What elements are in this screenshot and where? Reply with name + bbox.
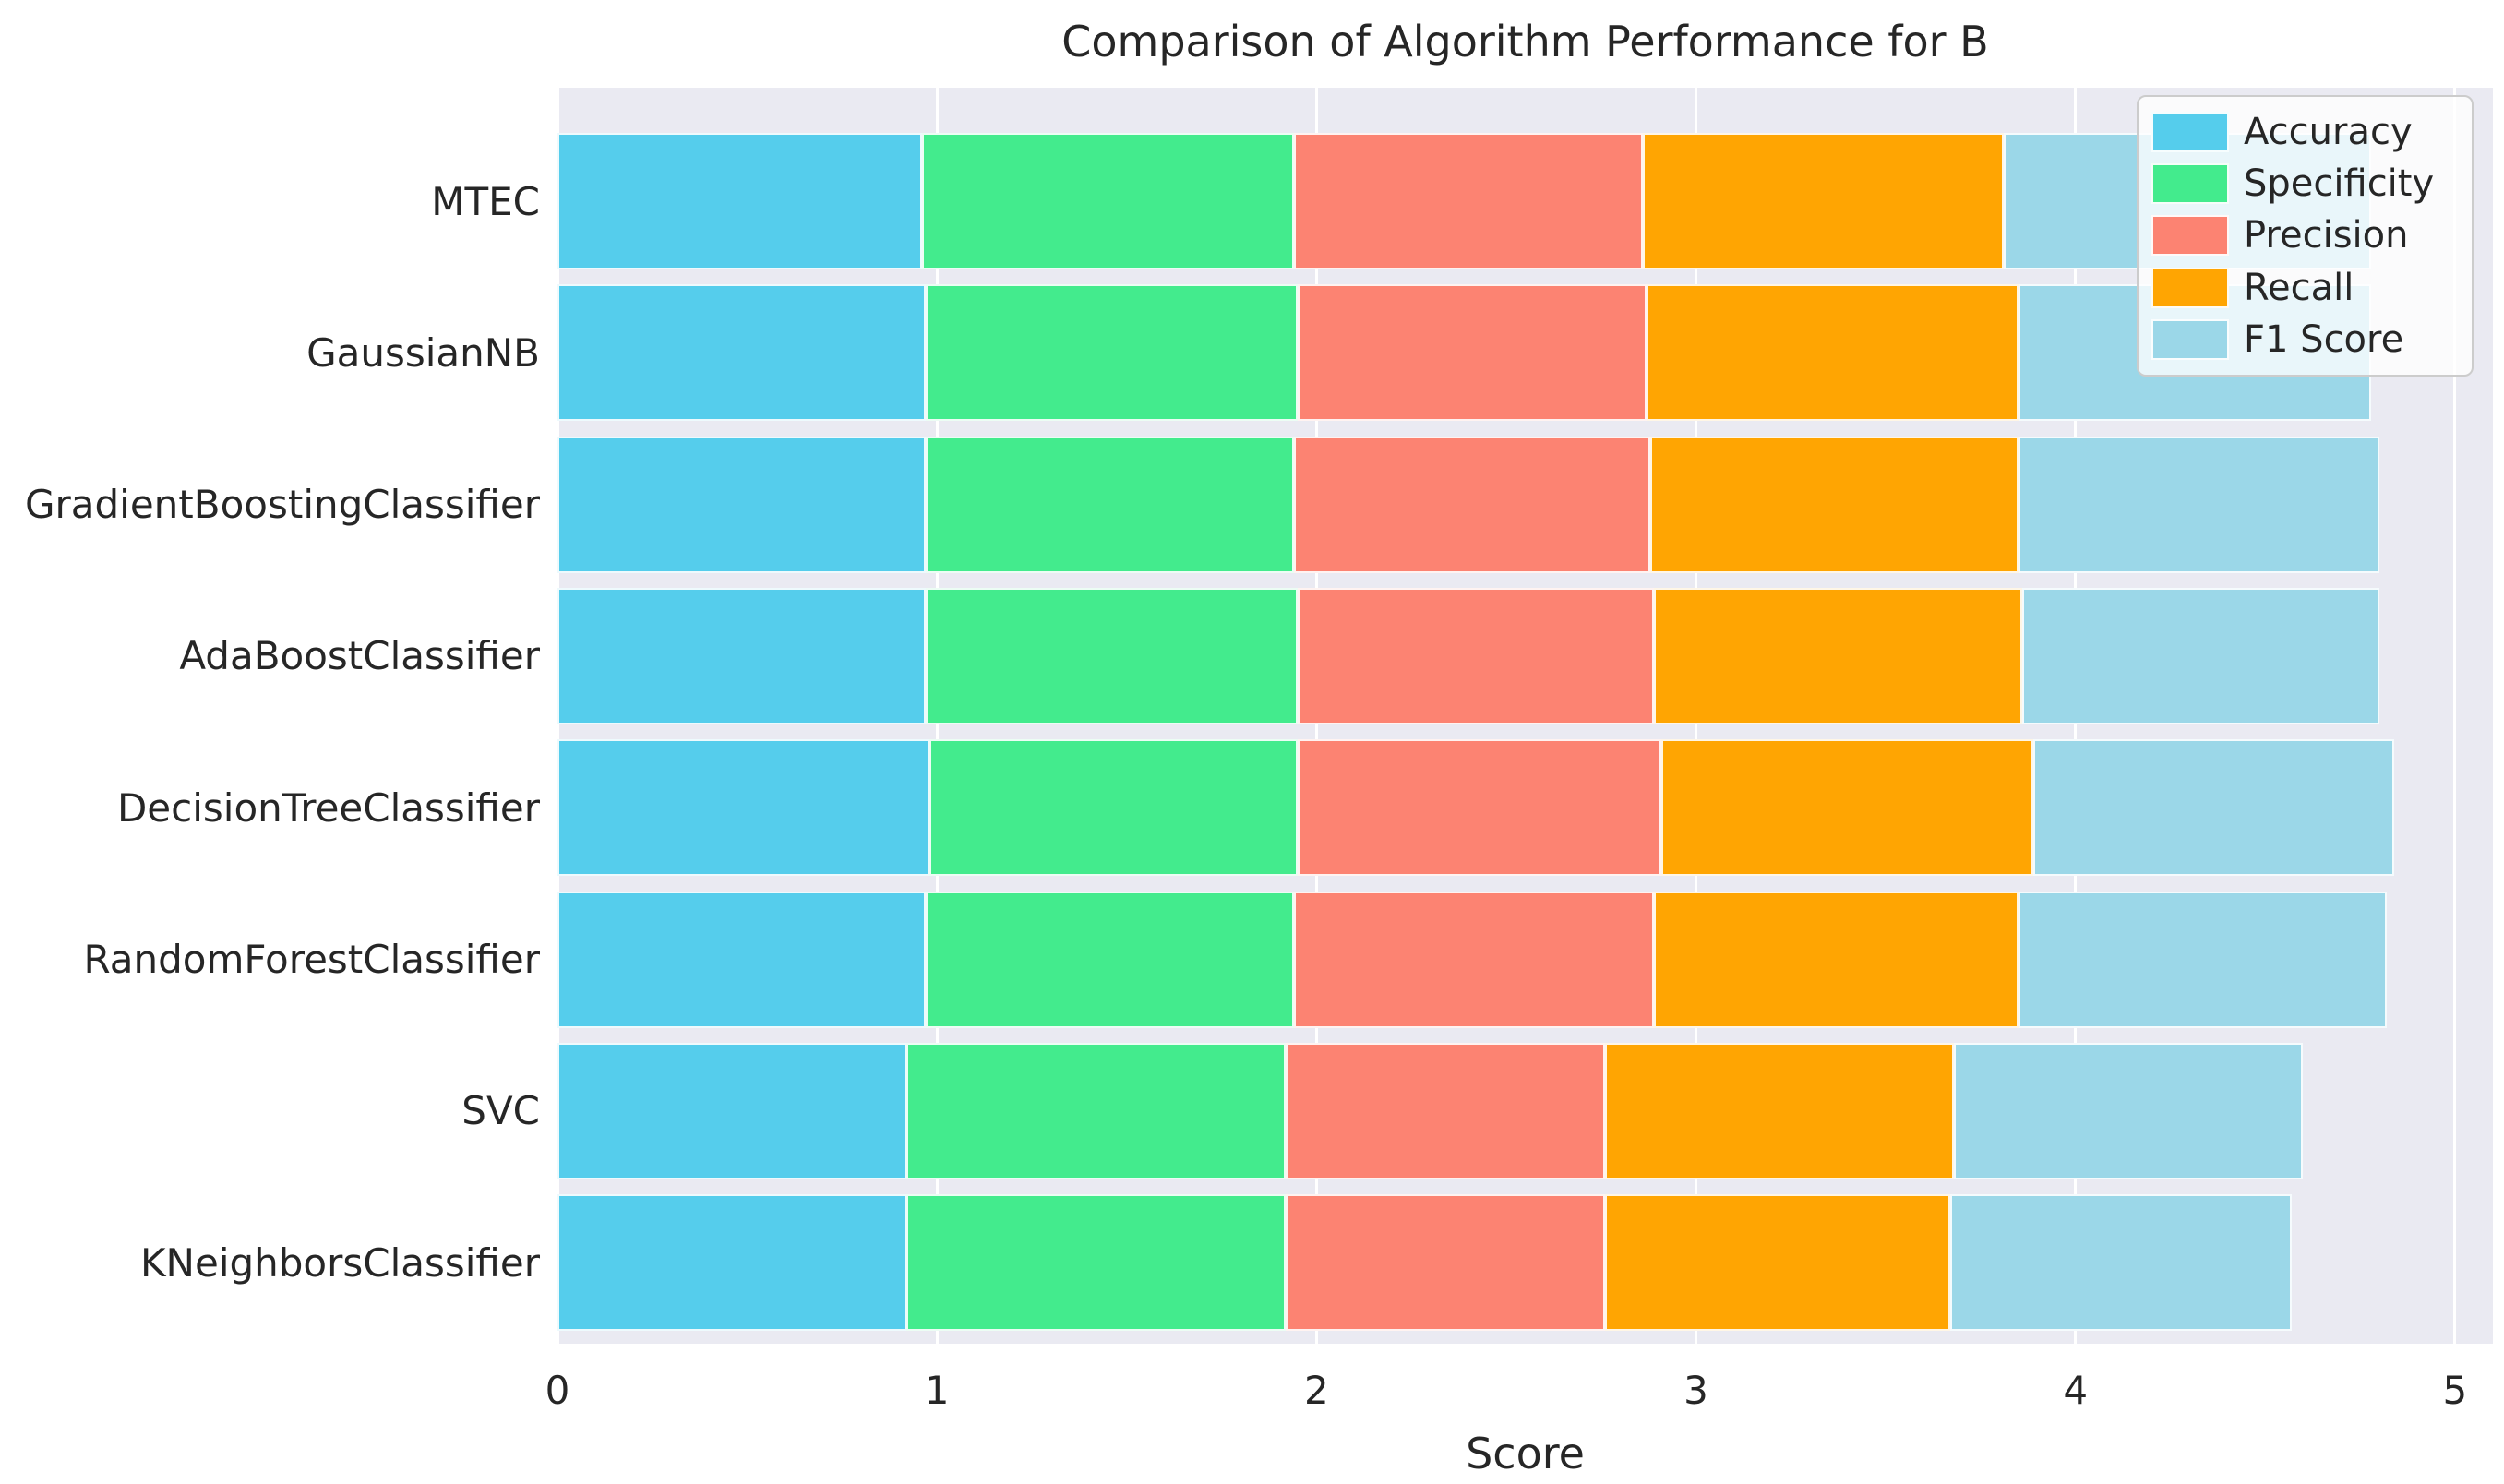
bar-segment-specificity xyxy=(906,1194,1287,1332)
legend-label: Precision xyxy=(2244,214,2409,257)
bar-segment-recall xyxy=(1642,133,2004,269)
legend-label: Specificity xyxy=(2244,162,2435,206)
bar-segment-precision xyxy=(1297,739,1662,877)
y-tick-label: MTEC xyxy=(431,178,540,224)
legend-item-accuracy: Accuracy xyxy=(2151,111,2459,153)
bar-segment-recall xyxy=(1661,739,2034,877)
bar-segment-specificity xyxy=(929,739,1298,877)
legend-label: Accuracy xyxy=(2244,111,2413,154)
bar-segment-specificity xyxy=(925,284,1298,422)
legend-item-precision: Precision xyxy=(2151,214,2459,257)
bar-segment-accuracy xyxy=(557,1042,907,1179)
bar-segment-recall xyxy=(1647,284,2019,422)
bar-segment-specificity xyxy=(921,133,1294,269)
bar-segment-f1-score xyxy=(2033,739,2395,877)
x-axis-title: Score xyxy=(1466,1429,1585,1478)
y-tick-label: DecisionTreeClassifier xyxy=(116,784,540,831)
bar-segment-precision xyxy=(1293,436,1651,573)
bar-row-GradientBoostingClassifier xyxy=(557,436,2493,573)
legend-swatch-icon xyxy=(2151,112,2229,153)
legend-item-f1-score: F1 Score xyxy=(2151,318,2459,361)
bar-segment-precision xyxy=(1297,284,1647,422)
bar-segment-precision xyxy=(1293,133,1643,269)
bar-segment-specificity xyxy=(906,1042,1287,1179)
bar-segment-accuracy xyxy=(557,891,926,1028)
bar-segment-f1-score xyxy=(1954,1042,2304,1179)
legend-label: Recall xyxy=(2244,266,2354,309)
bar-segment-precision xyxy=(1286,1042,1605,1179)
x-tick-label: 1 xyxy=(924,1368,950,1413)
bar-segment-f1-score xyxy=(1949,1194,2293,1332)
bar-segment-accuracy xyxy=(557,739,929,877)
y-tick-label: SVC xyxy=(461,1088,540,1134)
x-tick-label: 4 xyxy=(2063,1368,2089,1413)
bar-segment-recall xyxy=(1654,587,2023,724)
legend-label: F1 Score xyxy=(2244,317,2404,361)
x-tick-label: 3 xyxy=(1683,1368,1708,1413)
y-tick-label: RandomForestClassifier xyxy=(83,937,540,982)
bar-segment-accuracy xyxy=(557,133,922,269)
bar-row-SVC xyxy=(557,1042,2493,1179)
bar-segment-specificity xyxy=(925,891,1294,1028)
bar-segment-f1-score xyxy=(2022,587,2379,724)
bar-segment-precision xyxy=(1286,1194,1605,1332)
bar-segment-specificity xyxy=(925,587,1298,724)
y-tick-label: KNeighborsClassifier xyxy=(140,1239,540,1286)
bar-segment-specificity xyxy=(925,436,1294,573)
y-axis-labels: MTEC GaussianNB GradientBoostingClassifier… xyxy=(0,88,540,1344)
bar-row-DecisionTreeClassifier xyxy=(557,739,2493,877)
bar-segment-recall xyxy=(1604,1042,1955,1179)
y-tick-label: GaussianNB xyxy=(306,329,540,376)
chart-title: Comparison of Algorithm Performance for … xyxy=(1061,17,1989,66)
legend-swatch-icon xyxy=(2151,163,2229,205)
bar-segment-recall xyxy=(1650,436,2019,573)
bar-segment-precision xyxy=(1297,587,1655,724)
gridline-x5 xyxy=(2453,88,2457,1344)
x-tick-label: 0 xyxy=(545,1368,570,1413)
bar-segment-accuracy xyxy=(557,436,926,573)
bar-segment-accuracy xyxy=(557,587,926,724)
bar-segment-recall xyxy=(1604,1194,1950,1332)
legend-item-recall: Recall xyxy=(2151,267,2459,309)
x-tick-label: 2 xyxy=(1303,1368,1329,1413)
bar-row-RandomForestClassifier xyxy=(557,891,2493,1028)
legend-item-specificity: Specificity xyxy=(2151,162,2459,205)
bar-segment-f1-score xyxy=(2018,891,2387,1028)
bar-segment-recall xyxy=(1654,891,2019,1028)
bar-segment-accuracy xyxy=(557,284,926,422)
legend-swatch-icon xyxy=(2151,267,2229,308)
bar-segment-precision xyxy=(1293,891,1655,1028)
y-tick-label: AdaBoostClassifier xyxy=(179,633,540,679)
legend: Accuracy Specificity Precision Recall F1 Sco… xyxy=(2137,95,2474,377)
legend-swatch-icon xyxy=(2151,318,2229,360)
bar-row-KNeighborsClassifier xyxy=(557,1194,2493,1332)
bar-row-GaussianNB xyxy=(557,284,2493,422)
y-tick-label: GradientBoostingClassifier xyxy=(24,482,540,528)
x-tick-label: 5 xyxy=(2442,1368,2468,1413)
legend-swatch-icon xyxy=(2151,215,2229,257)
x-axis-ticks: 0 1 2 3 4 5 xyxy=(0,1368,2504,1423)
bar-row-AdaBoostClassifier xyxy=(557,587,2493,724)
bar-segment-f1-score xyxy=(2018,436,2379,573)
bar-segment-accuracy xyxy=(557,1194,907,1332)
